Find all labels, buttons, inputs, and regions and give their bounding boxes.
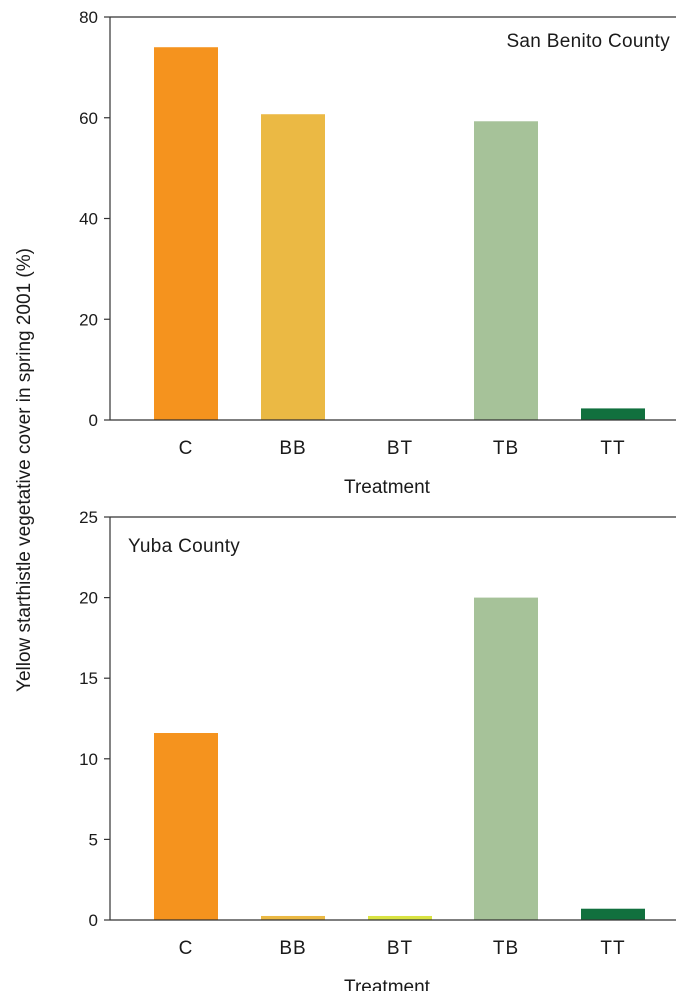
panel-2-y-tick-label: 5 xyxy=(89,830,98,849)
panel-1-bar-bb xyxy=(261,114,325,420)
panel-2-x-tick-label: BB xyxy=(279,938,306,959)
panel-1-y-tick-label: 60 xyxy=(79,109,98,128)
panel-1-x-tick-label: C xyxy=(179,438,194,459)
panel-2-y-tick-label: 10 xyxy=(79,750,98,769)
panel-2-x-tick-label: TB xyxy=(493,938,519,959)
panel-1-x-tick-label: BT xyxy=(387,438,413,459)
panel-2-x-tick-label: C xyxy=(179,938,194,959)
panel-1-x-tick-label: BB xyxy=(279,438,306,459)
panel-2-y-tick-label: 25 xyxy=(79,508,98,527)
panel-2-y-tick-label: 0 xyxy=(89,911,98,930)
panel-2-bar-tb xyxy=(474,597,538,920)
panel-1-y-tick-label: 40 xyxy=(79,210,98,229)
panel-2-title: Yuba County xyxy=(128,536,240,557)
panel-2-bar-tt xyxy=(581,908,645,920)
panel-1-x-tick-label: TB xyxy=(493,438,519,459)
panel-2-bar-bb xyxy=(261,915,325,920)
panel-2-bar-bt xyxy=(368,915,432,920)
panel-2-y-tick-label: 15 xyxy=(79,669,98,688)
panel-2-x-tick-label: TT xyxy=(600,938,625,959)
panel-1-x-axis-title: Treatment xyxy=(344,477,431,498)
shared-y-axis-title: Yellow starthistle vegetative cover in s… xyxy=(14,248,35,692)
panel-1-y-tick-label: 0 xyxy=(89,411,98,430)
panel-2-x-axis-title: Treatment xyxy=(344,977,431,991)
panel-1-bar-tt xyxy=(581,408,645,420)
panel-2-x-tick-label: BT xyxy=(387,938,413,959)
panel-1-x-tick-label: TT xyxy=(600,438,625,459)
panel-2-y-tick-label: 20 xyxy=(79,589,98,608)
panel-1-y-tick-label: 80 xyxy=(79,8,98,27)
panel-1-bar-c xyxy=(154,47,218,420)
panel-2-bar-c xyxy=(154,733,218,920)
panel-1-y-tick-label: 20 xyxy=(79,310,98,329)
panel-1-title: San Benito County xyxy=(506,31,670,52)
panel-1-bar-tb xyxy=(474,121,538,421)
